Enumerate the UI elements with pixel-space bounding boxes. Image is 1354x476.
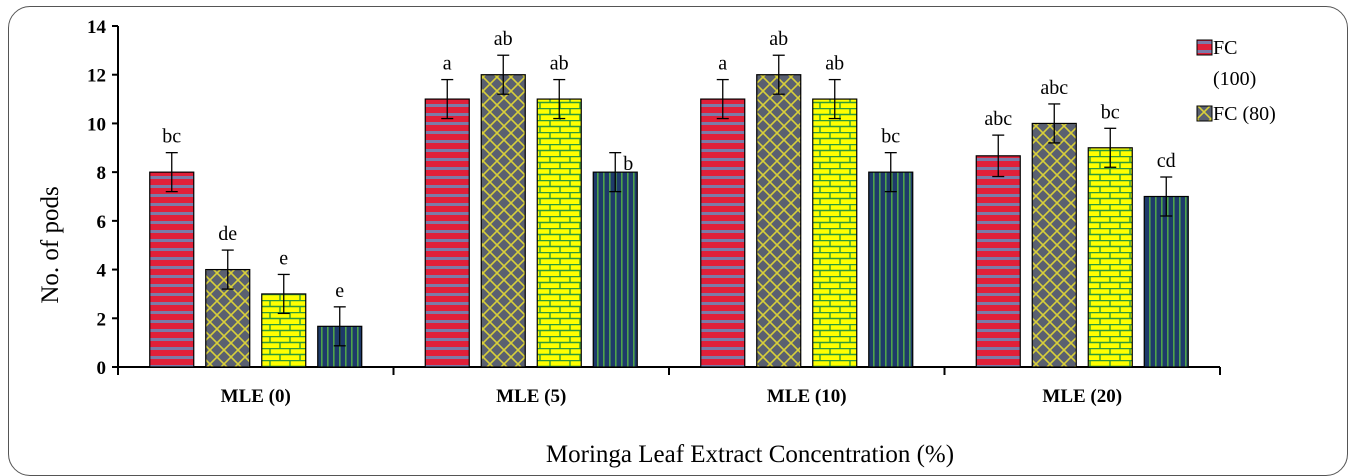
bar <box>480 74 526 368</box>
y-tick-label: 0 <box>97 358 107 379</box>
labels-group: MLE (0) bc de e e MLE (5) a ab ab b MLE (10) a ab ab b… <box>162 28 1175 407</box>
data-label: bc <box>1101 101 1120 123</box>
y-tick-label: 6 <box>97 212 107 233</box>
bar <box>149 171 195 368</box>
x-category-label: MLE (10) <box>767 386 847 407</box>
bar <box>1087 147 1133 368</box>
legend: FC (100) FC (80) <box>1196 37 1276 125</box>
y-tick-label: 12 <box>87 66 106 87</box>
bar <box>812 98 858 368</box>
x-category-label: MLE (5) <box>496 386 566 407</box>
bar <box>975 155 1021 368</box>
data-label: ab <box>550 53 569 75</box>
legend-swatch-fc80 <box>1196 105 1213 122</box>
bar <box>536 98 582 368</box>
y-tick-label: 2 <box>97 309 107 330</box>
data-label: cd <box>1157 150 1176 172</box>
data-label: b <box>623 153 633 175</box>
data-label: abc <box>1040 77 1068 99</box>
bar <box>756 74 802 368</box>
y-tick-label: 10 <box>87 114 106 135</box>
y-axis-title: No. of pods <box>37 186 64 303</box>
x-category-label: MLE (0) <box>221 386 291 407</box>
data-label: a <box>718 53 727 75</box>
data-label: ab <box>825 53 844 75</box>
x-category-label: MLE (20) <box>1042 386 1122 407</box>
x-axis-title: Moringa Leaf Extract Concentration (%) <box>546 441 954 468</box>
bars-group <box>149 54 1189 368</box>
data-label: e <box>335 280 344 302</box>
bar <box>1031 122 1077 368</box>
bar <box>868 171 914 368</box>
data-label: a <box>443 53 452 75</box>
legend-label-fc80: FC (80) <box>1213 103 1276 125</box>
legend-label-fc100-line1: FC <box>1213 37 1237 59</box>
y-tick-label: 8 <box>97 163 107 184</box>
data-label: ab <box>494 28 513 50</box>
data-label: ab <box>769 28 788 50</box>
bar <box>424 98 470 368</box>
data-label: abc <box>984 108 1012 130</box>
bar <box>592 171 638 368</box>
y-tick-label: 14 <box>87 17 107 38</box>
bar <box>1143 195 1189 368</box>
data-label: bc <box>162 126 181 148</box>
data-label: de <box>218 223 237 245</box>
legend-swatch-fc100 <box>1196 39 1213 56</box>
data-label: e <box>279 247 288 269</box>
bar <box>700 98 746 368</box>
data-label: bc <box>881 126 900 148</box>
y-tick-label: 4 <box>97 261 107 282</box>
legend-label-fc100-line2: (100) <box>1213 68 1256 90</box>
